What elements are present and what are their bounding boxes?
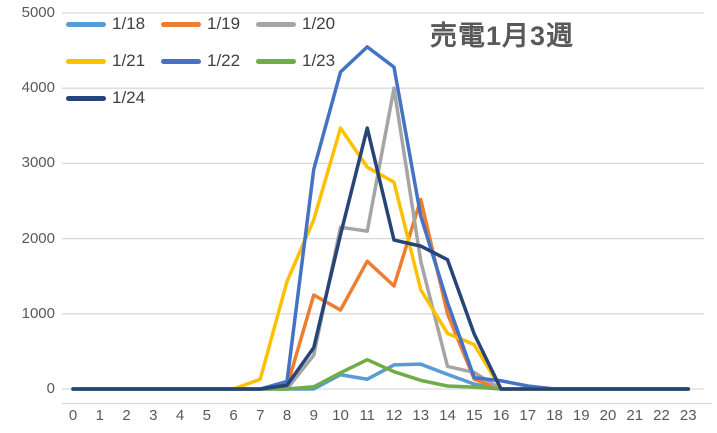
x-axis-label-5: 5 <box>202 407 211 424</box>
legend: 1/18 1/19 1/20 1/21 1/22 1/23 1/24 <box>66 12 366 123</box>
legend-swatch-1-20 <box>256 21 296 27</box>
x-axis-label-23: 23 <box>679 407 697 424</box>
x-axis-label-13: 13 <box>412 407 430 424</box>
legend-swatch-1-22 <box>161 58 201 64</box>
x-axis-label-10: 10 <box>332 407 349 424</box>
x-axis-label-22: 22 <box>653 407 670 424</box>
x-axis-label-9: 9 <box>309 407 318 424</box>
y-axis-label-1000: 1000 <box>21 304 55 322</box>
series-line-1-23[interactable] <box>71 357 690 391</box>
x-axis-label-11: 11 <box>359 407 376 424</box>
x-axis-label-20: 20 <box>599 407 617 424</box>
y-axis-label-5000: 5000 <box>21 4 55 21</box>
x-axis-label-21: 21 <box>626 407 644 424</box>
series-line-1-19[interactable] <box>71 197 690 391</box>
y-axis-label-4000: 4000 <box>21 79 55 97</box>
x-axis-label-16: 16 <box>492 407 510 424</box>
legend-label: 1/23 <box>302 51 336 70</box>
legend-item-1-22[interactable]: 1/22 <box>161 49 256 73</box>
x-axis-label-19: 19 <box>572 407 590 424</box>
x-axis-label-6: 6 <box>229 407 238 424</box>
y-axis-label-2000: 2000 <box>21 229 55 247</box>
x-axis-label-0: 0 <box>68 407 78 424</box>
legend-label: 1/19 <box>207 14 241 33</box>
x-axis-label-4: 4 <box>175 407 185 424</box>
legend-item-1-18[interactable]: 1/18 <box>66 12 161 36</box>
legend-swatch-1-23 <box>256 58 296 64</box>
x-axis-label-12: 12 <box>385 407 403 424</box>
legend-item-1-20[interactable]: 1/20 <box>256 12 351 36</box>
x-axis-label-18: 18 <box>546 407 563 424</box>
x-axis-label-1: 1 <box>95 407 104 424</box>
legend-item-1-23[interactable]: 1/23 <box>256 49 351 73</box>
legend-item-1-21[interactable]: 1/21 <box>66 49 161 73</box>
x-axis-label-3: 3 <box>149 407 158 424</box>
x-axis-label-2: 2 <box>122 407 131 424</box>
x-axis-label-7: 7 <box>256 407 265 424</box>
series-line-1-24[interactable] <box>71 126 690 391</box>
y-axis-label-3000: 3000 <box>21 154 55 172</box>
legend-label: 1/22 <box>207 51 241 70</box>
legend-item-1-24[interactable]: 1/24 <box>66 86 161 110</box>
legend-swatch-1-18 <box>66 21 106 27</box>
legend-label: 1/18 <box>112 14 146 33</box>
legend-label: 1/21 <box>112 51 146 70</box>
series-line-1-18[interactable] <box>71 362 690 391</box>
legend-swatch-1-24 <box>66 95 106 101</box>
x-axis-label-14: 14 <box>439 407 456 424</box>
legend-item-1-19[interactable]: 1/19 <box>161 12 256 36</box>
legend-swatch-1-19 <box>161 21 201 27</box>
legend-label: 1/24 <box>112 88 146 107</box>
y-axis-label-0: 0 <box>46 380 55 397</box>
chart-title: 売電1月3週 <box>430 21 575 51</box>
x-axis-label-17: 17 <box>519 407 537 424</box>
x-axis-label-15: 15 <box>465 407 483 424</box>
legend-label: 1/20 <box>302 14 336 33</box>
x-axis-label-8: 8 <box>282 407 292 424</box>
legend-swatch-1-21 <box>66 58 106 64</box>
